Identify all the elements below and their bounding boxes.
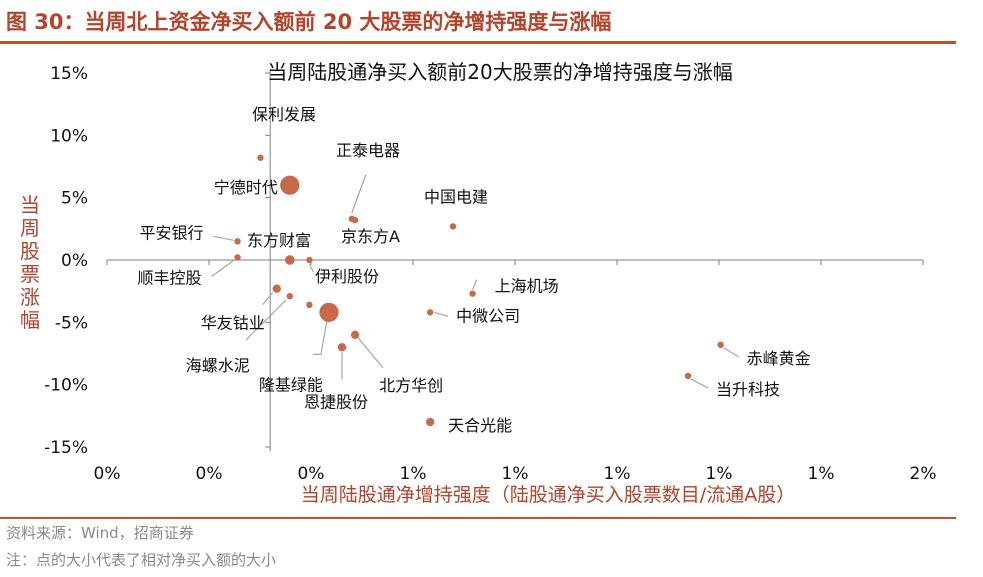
y-axis-title-char: 当 bbox=[20, 193, 40, 217]
point-label: 保利发展 bbox=[252, 105, 316, 124]
y-axis-title-char: 股 bbox=[20, 239, 40, 263]
figure-title: 图 30：当周北上资金净买入额前 20 大股票的净增持强度与涨幅 bbox=[6, 10, 612, 34]
data-points bbox=[234, 154, 724, 427]
data-point bbox=[284, 255, 295, 265]
x-tick-label: 1% bbox=[604, 464, 631, 484]
point-label: 海螺水泥 bbox=[186, 356, 250, 375]
data-point bbox=[469, 290, 476, 297]
leader-line bbox=[245, 299, 287, 341]
data-point bbox=[319, 302, 339, 322]
source-note: 资料来源：Wind，招商证券 bbox=[6, 524, 194, 542]
x-tick-label: 0% bbox=[298, 464, 325, 484]
y-axis-title-char: 票 bbox=[20, 262, 40, 286]
point-label: 顺丰控股 bbox=[138, 269, 202, 288]
point-label: 华友钴业 bbox=[201, 314, 265, 333]
point-label: 上海机场 bbox=[495, 277, 559, 296]
y-tick-label: 5% bbox=[61, 189, 88, 209]
point-label: 平安银行 bbox=[140, 223, 204, 242]
point-label: 京东方A bbox=[341, 227, 400, 246]
data-point bbox=[234, 254, 241, 261]
point-label: 正泰电器 bbox=[336, 141, 400, 160]
x-tick-label: 1% bbox=[706, 464, 733, 484]
axes: 15% 10% 5% 0% -5% -10% -15% 0% 0% 0% 1% 1% 1% 1% 1% 2% bbox=[44, 64, 936, 484]
data-point bbox=[280, 175, 300, 195]
leader-line bbox=[690, 378, 709, 389]
size-note: 注：点的大小代表了相对净买入额的大小 bbox=[6, 551, 277, 569]
figure-header: 图 30：当周北上资金净买入额前 20 大股票的净增持强度与涨幅 bbox=[0, 0, 983, 44]
point-label: 恩捷股份 bbox=[304, 392, 368, 411]
x-tick-label: 1% bbox=[400, 464, 427, 484]
x-axis-title: 当周陆股通净增持强度（陆股通净买入股票数目/流通A股） bbox=[301, 484, 795, 506]
leader-line bbox=[262, 292, 274, 306]
leader-line bbox=[433, 311, 449, 317]
leader-line bbox=[351, 174, 367, 214]
data-point bbox=[426, 309, 434, 316]
data-point bbox=[257, 154, 264, 161]
data-point bbox=[286, 292, 293, 300]
leader-lines bbox=[211, 174, 739, 389]
data-point bbox=[717, 341, 724, 348]
data-point bbox=[337, 343, 347, 352]
x-tick-label: 2% bbox=[910, 464, 937, 484]
data-point bbox=[449, 223, 457, 230]
footer-rule bbox=[0, 517, 956, 519]
point-label: 中国电建 bbox=[424, 187, 488, 206]
x-tick-label: 1% bbox=[808, 464, 835, 484]
leader-line bbox=[357, 337, 384, 369]
leader-line bbox=[211, 260, 234, 277]
data-point bbox=[234, 238, 241, 245]
data-point bbox=[350, 330, 360, 339]
data-point bbox=[306, 256, 313, 264]
chart-title: 当周陆股通净买入额前20大股票的净增持强度与涨幅 bbox=[267, 60, 732, 84]
point-label: 中微公司 bbox=[456, 306, 520, 325]
x-tick-label: 0% bbox=[94, 464, 121, 484]
point-label: 赤峰黄金 bbox=[747, 349, 811, 368]
y-tick-label: -5% bbox=[55, 313, 88, 333]
point-label: 宁德时代 bbox=[214, 178, 278, 197]
y-tick-label: -15% bbox=[44, 438, 88, 458]
y-axis-title-char: 涨 bbox=[20, 285, 40, 309]
leader-line bbox=[312, 320, 328, 355]
data-point bbox=[351, 216, 359, 224]
point-label: 伊利股份 bbox=[315, 267, 379, 286]
y-tick-label: 0% bbox=[61, 251, 88, 271]
data-point bbox=[272, 284, 281, 293]
point-label: 天合光能 bbox=[448, 416, 512, 435]
scatter-chart: 15%10%5%0%-5%-10%-15%0% 0% 0% 1% 1% 1% 1% 1% 2% … bbox=[20, 60, 936, 506]
leader-line bbox=[472, 279, 478, 290]
header-rule bbox=[0, 41, 956, 44]
y-tick-label: 10% bbox=[50, 126, 88, 146]
x-tick-label: 1% bbox=[502, 464, 529, 484]
point-label: 东方财富 bbox=[247, 231, 311, 250]
x-tick-label: 0% bbox=[196, 464, 223, 484]
y-axis-title-char: 幅 bbox=[20, 308, 40, 332]
data-point bbox=[684, 372, 692, 380]
leader-line bbox=[723, 347, 739, 358]
point-label: 隆基绿能 bbox=[259, 375, 323, 394]
leader-line bbox=[308, 263, 314, 273]
data-point bbox=[425, 417, 435, 427]
y-tick-label: -10% bbox=[44, 376, 88, 396]
leader-line bbox=[213, 235, 234, 241]
data-point bbox=[306, 301, 313, 309]
point-label: 当升科技 bbox=[716, 380, 780, 399]
y-tick-label: 15% bbox=[50, 64, 88, 84]
y-axis-title-char: 周 bbox=[20, 216, 40, 240]
point-label: 北方华创 bbox=[379, 376, 443, 395]
